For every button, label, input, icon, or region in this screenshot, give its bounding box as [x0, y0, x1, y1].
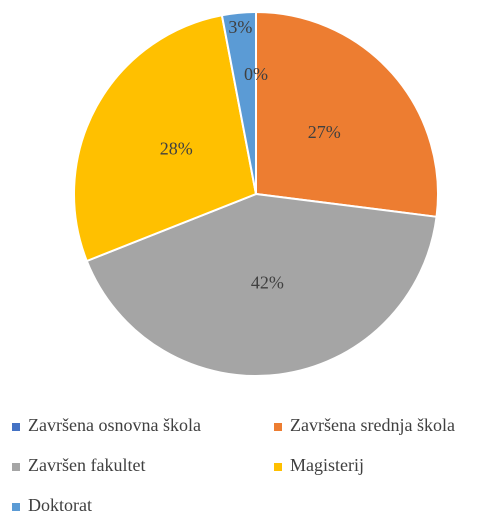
pie-slice: [220, 10, 257, 195]
data-label: 0%: [244, 64, 268, 84]
legend-marker: [12, 423, 20, 431]
data-label: 28%: [160, 138, 193, 158]
legend-marker: [12, 463, 20, 471]
legend-label: Doktorat: [28, 495, 92, 515]
legend-marker: [274, 463, 282, 471]
legend-label: Završen fakultet: [28, 455, 145, 475]
legend-marker: [12, 503, 20, 511]
legend-label: Magisterij: [290, 455, 364, 475]
pie-slice: [85, 192, 438, 377]
pie-slice: [73, 14, 258, 263]
legend-label: Završena osnovna škola: [28, 415, 201, 435]
pie-slice: [255, 10, 439, 218]
data-label: 3%: [228, 17, 252, 37]
legend-label: Završena srednja škola: [290, 415, 455, 435]
data-label: 27%: [308, 122, 341, 142]
legend-marker: [274, 423, 282, 431]
data-label: 42%: [251, 272, 284, 292]
